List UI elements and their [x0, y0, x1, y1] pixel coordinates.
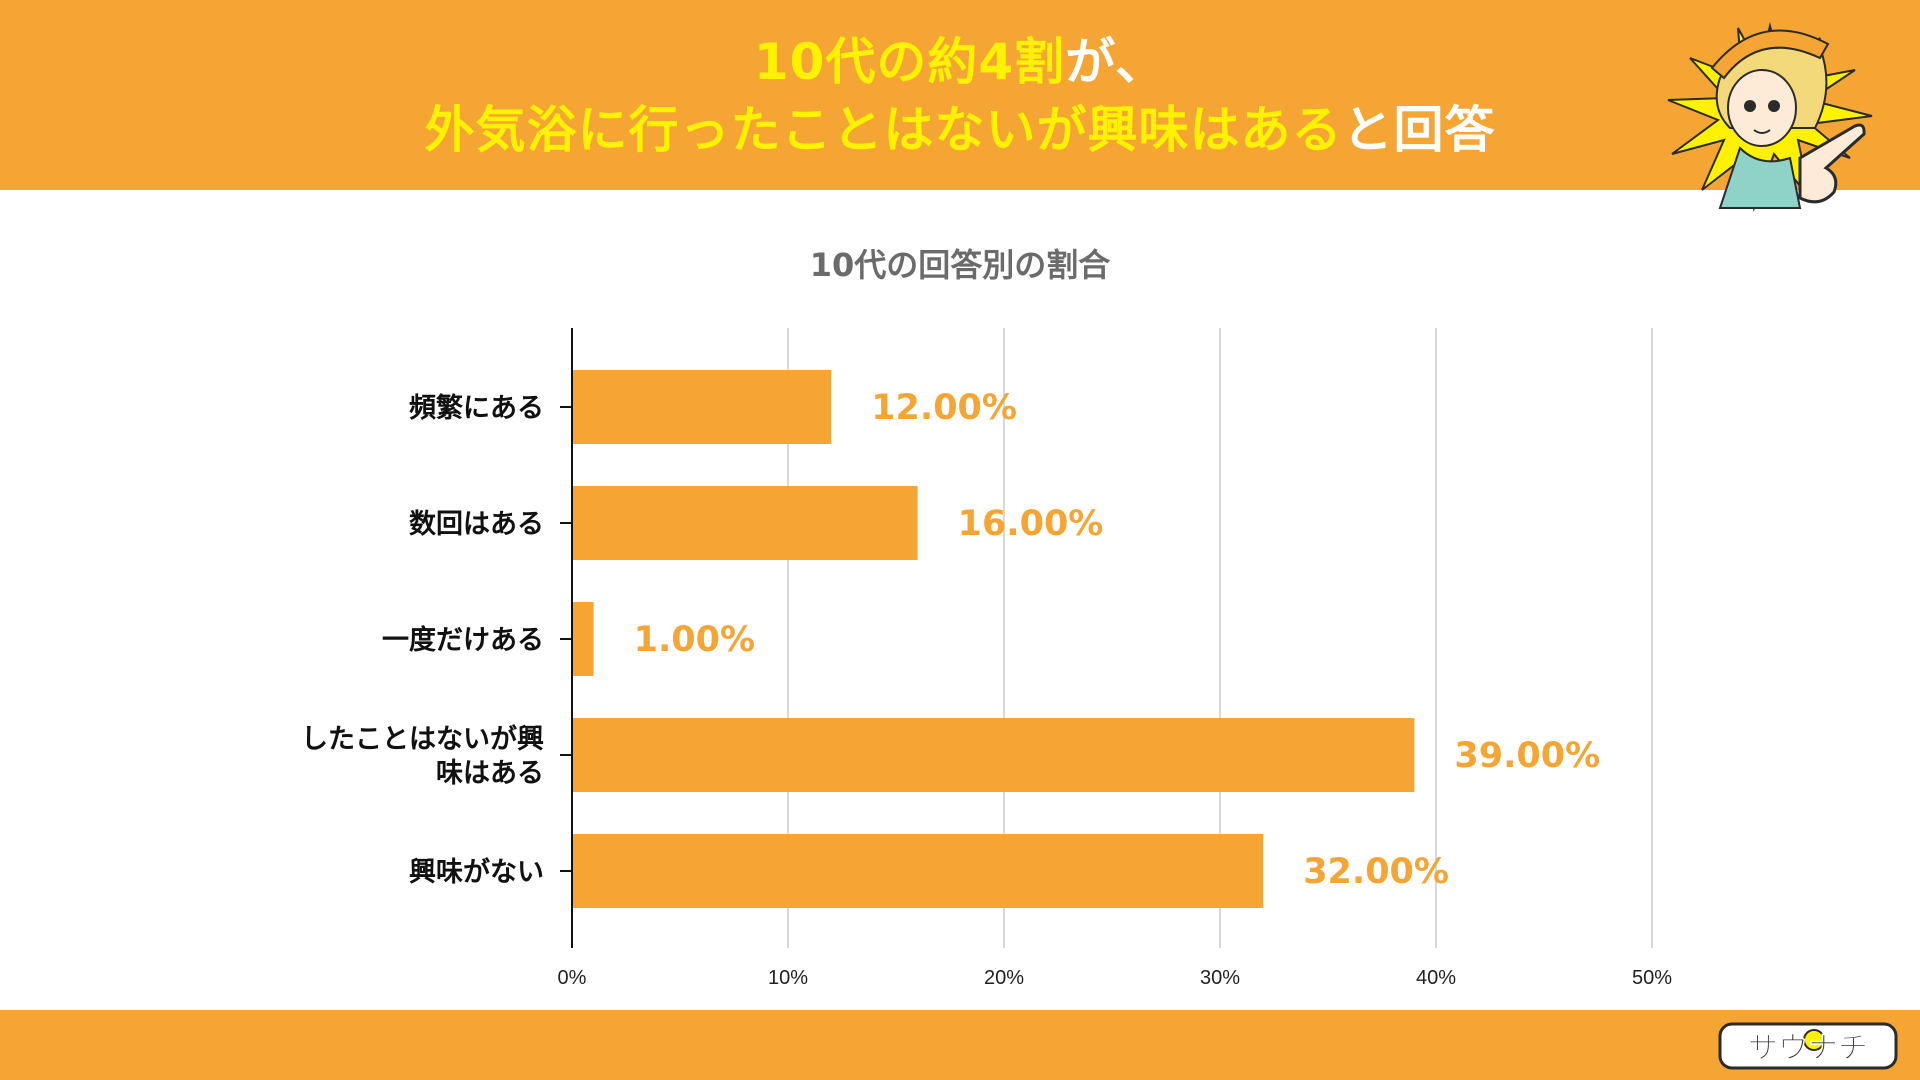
- category-label-3-0: したことはないが興: [301, 723, 544, 755]
- bar-2: [572, 602, 594, 676]
- header-banner: 10代の約4割が、 外気浴に行ったことはないが興味はあると回答: [0, 0, 1920, 190]
- category-label-0-0: 頻繁にある: [409, 393, 544, 424]
- x-tick-label-30: 30%: [1200, 967, 1240, 989]
- bar-1: [572, 486, 918, 560]
- x-tick-label-20: 20%: [984, 967, 1024, 989]
- bar-0: [572, 370, 832, 444]
- x-tick-label-40: 40%: [1416, 967, 1456, 989]
- data-label-1: 16.00%: [958, 504, 1104, 544]
- headline-line-1-rest: が、: [1065, 33, 1167, 91]
- pointing-girl-mascot-icon: [1667, 22, 1873, 212]
- bar-3: [572, 718, 1415, 792]
- category-label-1-0: 数回はある: [409, 509, 544, 540]
- data-label-4: 32.00%: [1303, 852, 1449, 892]
- category-label-3-1: 味はある: [436, 758, 544, 789]
- bar-4: [572, 834, 1264, 908]
- sauna-logo-icon: サウナチ: [1718, 1022, 1898, 1070]
- headline-line-2: 外気浴に行ったことはないが興味はあると回答: [0, 96, 1920, 164]
- category-label-2-0: 一度だけある: [382, 624, 544, 656]
- axes: [560, 328, 573, 948]
- category-label-4-0: 興味がない: [409, 856, 544, 888]
- bars: [572, 370, 1415, 908]
- x-tick-labels: 0% 10% 20% 30% 40% 50%: [558, 967, 1673, 989]
- headline-line-2-rest: と回答: [1342, 101, 1496, 159]
- headline: 10代の約4割が、 外気浴に行ったことはないが興味はあると回答: [0, 28, 1920, 164]
- logo-text: サウナチ: [1748, 1031, 1868, 1066]
- data-labels: 12.00% 16.00% 1.00% 39.00% 32.00%: [634, 388, 1601, 892]
- x-tick-label-10: 10%: [768, 967, 808, 989]
- footer-banner: [0, 1010, 1920, 1080]
- headline-line-1-highlight: 10代の約4割: [753, 33, 1066, 91]
- data-label-2: 1.00%: [634, 620, 755, 660]
- headline-line-1: 10代の約4割が、: [0, 28, 1920, 96]
- chart-title: 10代の回答別の割合: [809, 246, 1111, 284]
- x-tick-label-0: 0%: [558, 967, 587, 989]
- data-label-0: 12.00%: [871, 388, 1017, 428]
- data-label-3: 39.00%: [1454, 736, 1600, 776]
- headline-line-2-highlight: 外気浴に行ったことはないが興味はある: [424, 101, 1343, 159]
- x-tick-label-50: 50%: [1632, 967, 1672, 989]
